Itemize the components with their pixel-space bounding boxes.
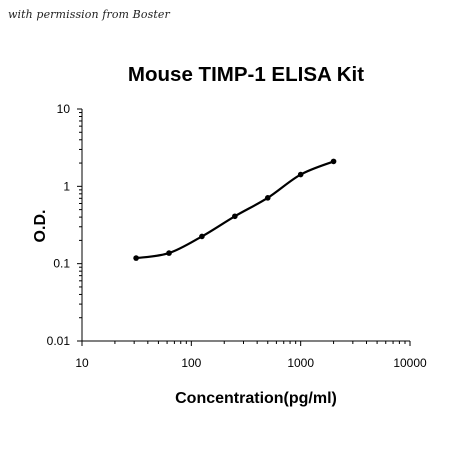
fit-curve (135, 160, 334, 260)
y-tick-label: 10 (57, 102, 71, 116)
data-points (133, 158, 337, 261)
data-point (330, 158, 337, 165)
data-point (133, 255, 139, 261)
y-axis-ticks: 0.01 0.1 1 10 (47, 102, 82, 348)
data-point (264, 195, 271, 201)
y-axis-label: O.D. (32, 210, 49, 243)
watermark-text: with permission from Boster (8, 8, 170, 21)
x-tick-label: 10 (75, 356, 89, 370)
y-tick-label: 1 (63, 179, 70, 193)
x-tick-label: 100 (181, 356, 201, 370)
chart-title: Mouse TIMP-1 ELISA Kit (128, 63, 364, 86)
y-tick-label: 0.01 (47, 334, 71, 348)
axes (81, 109, 410, 342)
data-point (232, 213, 238, 220)
x-tick-label: 1000 (287, 356, 314, 370)
data-point (199, 233, 205, 240)
data-point (166, 250, 172, 256)
x-tick-label: 10000 (393, 356, 427, 370)
x-axis-ticks: 10 100 1000 10000 (75, 341, 427, 370)
data-point (297, 171, 304, 178)
x-axis-label: Concentration(pg/ml) (175, 390, 337, 407)
y-tick-label: 0.1 (53, 257, 70, 271)
